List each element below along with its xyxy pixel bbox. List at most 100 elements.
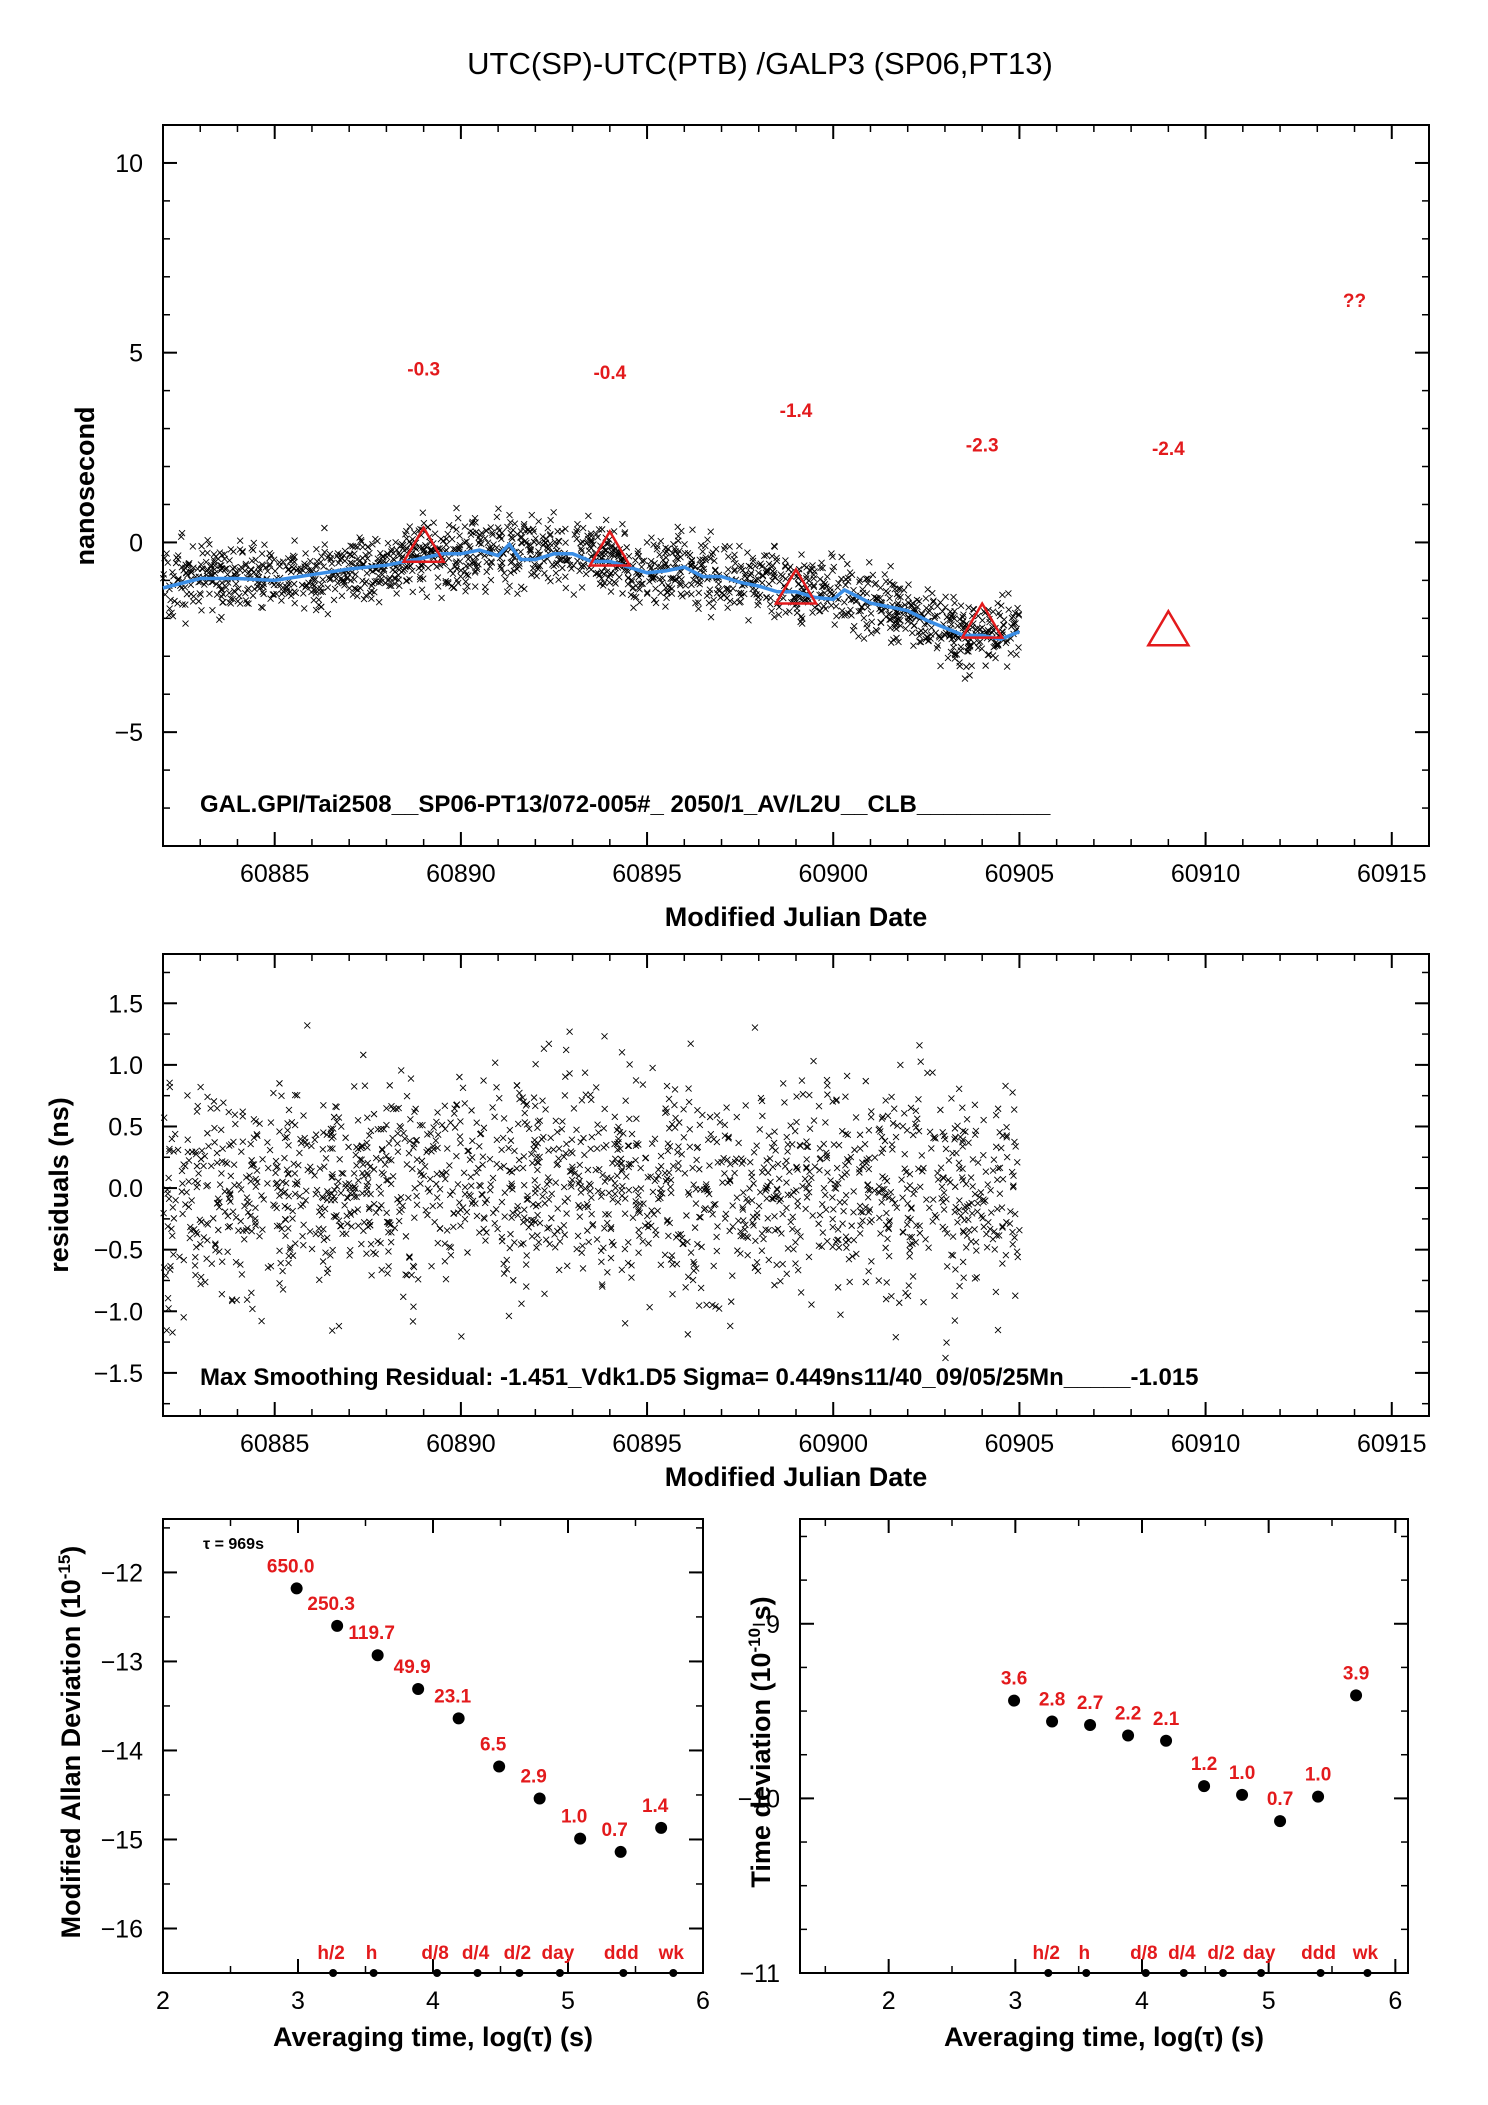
residual-point — [777, 1277, 784, 1285]
x-tick-label: 60900 — [798, 860, 868, 888]
data-point — [416, 573, 424, 581]
residual-point — [822, 1206, 830, 1214]
data-point — [348, 552, 356, 560]
data-point — [676, 574, 683, 581]
data-point — [498, 529, 506, 537]
data-point — [534, 563, 542, 570]
data-point — [471, 559, 478, 567]
data-point — [507, 569, 514, 577]
data-point — [457, 567, 465, 574]
data-point — [517, 539, 525, 547]
tdev-point-label: 1.2 — [1191, 1754, 1217, 1775]
data-point — [751, 562, 759, 570]
residual-point — [845, 1255, 853, 1263]
residual-point — [655, 1166, 662, 1174]
data-point — [838, 575, 845, 583]
data-point — [390, 574, 398, 582]
residual-point — [587, 1145, 594, 1153]
residual-points — [160, 1022, 1023, 1362]
residual-point — [377, 1239, 384, 1247]
residual-point — [882, 1097, 890, 1104]
scale-mark-label: h — [366, 1943, 378, 1964]
residual-point — [945, 1157, 953, 1164]
adev-point-label: 650.0 — [267, 1556, 315, 1577]
residual-point — [389, 1105, 397, 1113]
data-point — [321, 541, 329, 548]
data-point — [406, 562, 414, 569]
residual-point — [567, 1148, 575, 1155]
residual-point — [247, 1162, 255, 1170]
residual-point — [703, 1185, 711, 1193]
data-point — [924, 586, 932, 593]
residual-point — [959, 1176, 967, 1184]
residual-point — [959, 1258, 967, 1266]
residual-point — [232, 1258, 240, 1266]
data-point — [462, 588, 469, 595]
residual-point — [416, 1121, 424, 1129]
residual-point — [837, 1311, 844, 1319]
data-point — [390, 549, 397, 557]
residual-point — [413, 1156, 421, 1163]
residual-point — [486, 1155, 494, 1163]
data-point — [348, 560, 356, 567]
data-point — [922, 595, 930, 602]
data-point — [434, 583, 442, 590]
residual-point — [192, 1148, 199, 1155]
data-point — [562, 573, 569, 581]
data-point — [978, 645, 986, 653]
residual-point — [434, 1131, 442, 1139]
residual-point — [394, 1140, 401, 1147]
data-point — [371, 578, 379, 585]
residual-point — [609, 1196, 617, 1203]
residual-point — [881, 1137, 889, 1145]
residual-point — [999, 1224, 1006, 1231]
residual-point — [906, 1233, 913, 1241]
residual-point — [563, 1140, 570, 1148]
data-point — [904, 593, 912, 601]
residual-point — [632, 1186, 640, 1193]
residual-point — [370, 1166, 378, 1173]
data-point — [187, 590, 195, 598]
residual-point — [395, 1217, 403, 1225]
residual-point — [906, 1182, 914, 1189]
data-point — [635, 580, 642, 587]
residual-point — [528, 1150, 535, 1158]
data-point — [539, 533, 547, 540]
data-point — [594, 569, 602, 577]
residual-point — [702, 1205, 709, 1212]
residual-point — [584, 1166, 592, 1174]
residual-point — [197, 1155, 205, 1163]
residual-point — [843, 1244, 850, 1251]
residual-point — [250, 1116, 258, 1123]
residual-point — [949, 1252, 957, 1259]
residual-point — [208, 1260, 216, 1268]
residual-point — [602, 1141, 610, 1149]
data-point — [333, 575, 340, 582]
residual-point — [335, 1177, 342, 1185]
data-point — [771, 613, 778, 621]
residual-point — [312, 1131, 320, 1138]
residual-point — [402, 1233, 410, 1240]
residual-point — [387, 1238, 395, 1246]
data-point — [676, 579, 684, 587]
data-point — [227, 595, 235, 602]
residual-point — [611, 1190, 619, 1198]
residual-point — [835, 1244, 843, 1251]
residual-annotation: Max Smoothing Residual: -1.451_Vdk1.D5 S… — [200, 1364, 1199, 1391]
residual-point — [753, 1259, 761, 1266]
residual-point — [464, 1249, 471, 1256]
data-point — [552, 569, 560, 577]
residual-point — [439, 1171, 446, 1179]
residual-point — [667, 1256, 675, 1263]
data-point — [374, 555, 382, 563]
data-point — [200, 581, 208, 588]
residual-point — [251, 1219, 259, 1226]
data-point — [917, 638, 925, 646]
data-point — [232, 568, 240, 576]
residual-point — [888, 1141, 896, 1148]
residual-point — [787, 1218, 795, 1226]
data-point — [284, 555, 292, 562]
residual-point — [856, 1202, 864, 1210]
data-point — [453, 565, 461, 573]
data-point — [793, 609, 801, 617]
